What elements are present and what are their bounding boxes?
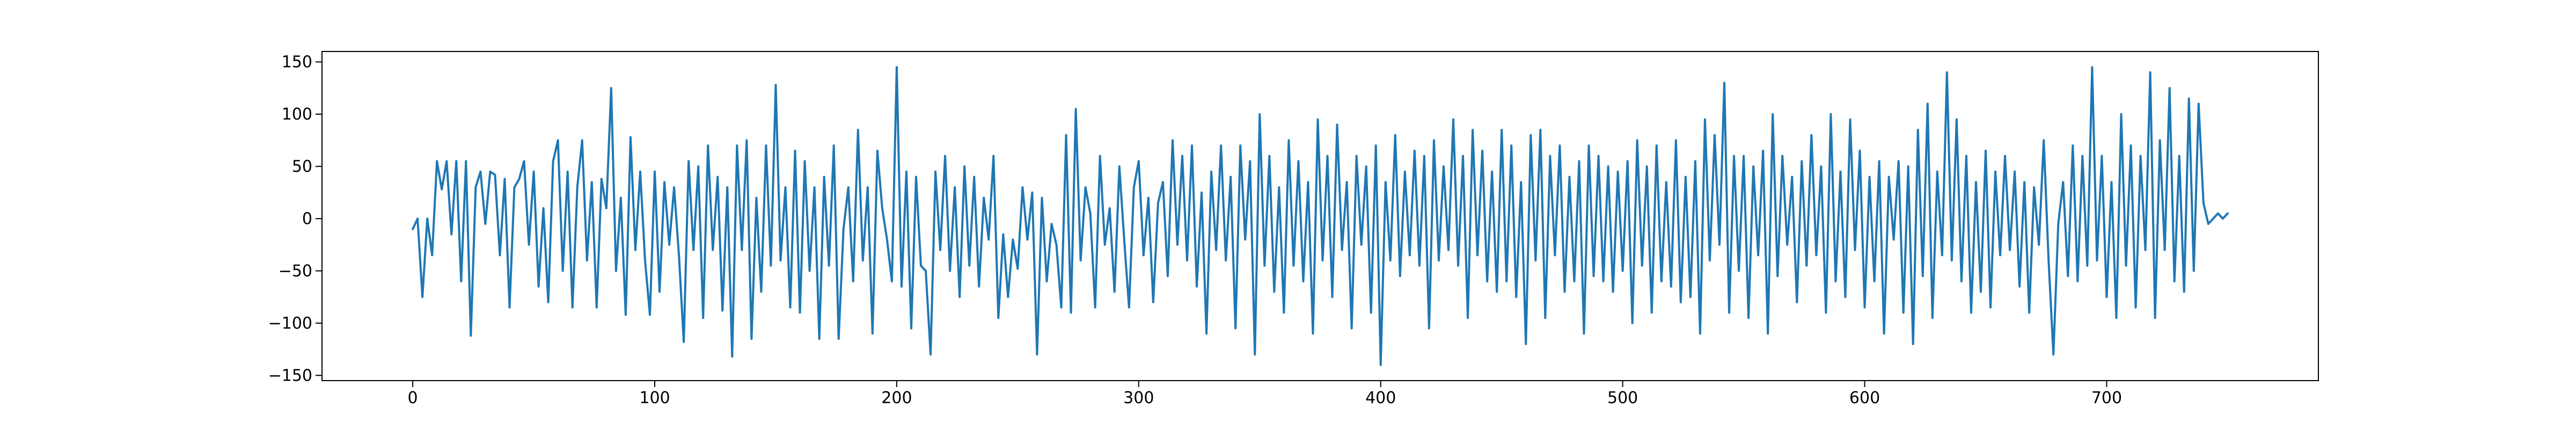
x-tick-label-300: 300 xyxy=(1123,389,1154,407)
x-tick-label-0: 0 xyxy=(408,389,418,407)
x-tick-label-100: 100 xyxy=(639,389,670,407)
y-tick-label-150: 150 xyxy=(282,53,312,71)
plot-frame xyxy=(321,51,2319,381)
x-tick-label-200: 200 xyxy=(881,389,912,407)
x-tick-label-500: 500 xyxy=(1607,389,1638,407)
plot-layer xyxy=(412,66,2229,366)
axis-layer: 0 100 200 300 400 500 600 700 −150 −100 −50 0 50 100 1… xyxy=(268,51,2319,407)
y-tick-label--50: −50 xyxy=(279,262,312,280)
x-tick-label-600: 600 xyxy=(1849,389,1880,407)
series-line-1 xyxy=(412,66,2229,366)
y-tick-label-0: 0 xyxy=(302,210,312,228)
y-tick-label-50: 50 xyxy=(292,157,312,176)
y-tick-label--100: −100 xyxy=(268,314,312,333)
y-tick-label--150: −150 xyxy=(268,366,312,385)
x-tick-label-700: 700 xyxy=(2091,389,2122,407)
y-tick-label-100: 100 xyxy=(282,105,312,124)
x-tick-label-400: 400 xyxy=(1365,389,1396,407)
